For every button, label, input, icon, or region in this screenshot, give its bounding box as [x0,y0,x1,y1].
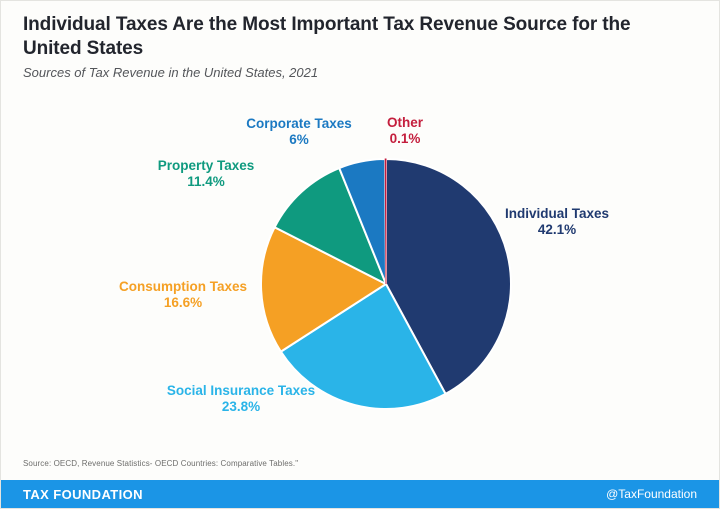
pie-slice-social-insurance-taxes [279,283,447,410]
slice-label: Property Taxes [157,158,255,174]
slice-value: 0.1% [389,131,421,146]
chart-subtitle: Sources of Tax Revenue in the United Sta… [23,65,319,80]
pie-label-consumption-taxes: Consumption Taxes 16.6% [119,279,247,311]
pie-slice-property-taxes [273,167,387,285]
slice-label: Individual Taxes [504,206,610,222]
slice-label: Consumption Taxes [118,279,248,295]
pie-slice-other [384,158,387,285]
pie-label-property-taxes: Property Taxes 11.4% [158,158,255,190]
slice-value: 16.6% [163,295,203,310]
slice-label: Social Insurance Taxes [166,383,316,399]
slice-value: 42.1% [537,222,577,237]
brand-name: TAX FOUNDATION [23,486,143,502]
pie-slice-individual-taxes [385,158,512,395]
slice-value: 6% [289,132,309,147]
page-title: Individual Taxes Are the Most Important … [23,14,631,60]
source-note: Source: OECD, Revenue Statistics- OECD C… [23,459,299,468]
pie-label-social-insurance-taxes: Social Insurance Taxes 23.8% [167,383,315,415]
slice-label: Other [386,115,424,131]
footer-bar: TAX FOUNDATION @TaxFoundation [1,480,719,508]
pie-slice-consumption-taxes [260,226,387,353]
slice-label: Corporate Taxes [246,116,352,132]
pie-label-corporate-taxes: Corporate Taxes 6% [246,116,352,148]
pie-label-individual-taxes: Individual Taxes 42.1% [505,206,609,238]
twitter-handle: @TaxFoundation [606,487,697,501]
slice-value: 23.8% [221,399,261,414]
slice-value: 11.4% [187,174,225,189]
pie-label-other: Other 0.1% [387,115,423,147]
